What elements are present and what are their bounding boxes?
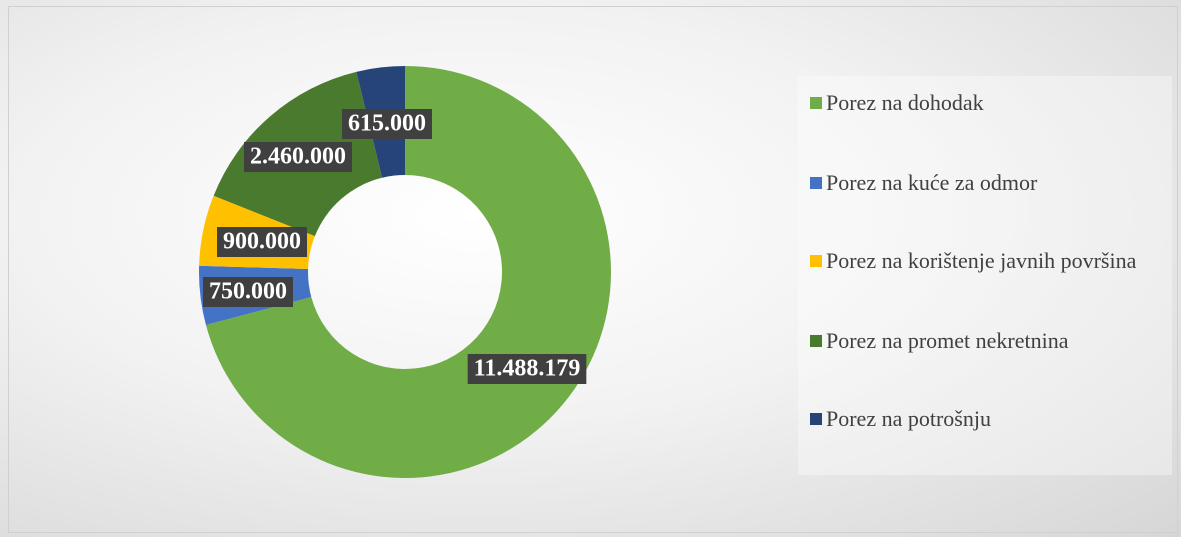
frame [8, 6, 1178, 533]
data-label-box [217, 227, 307, 257]
legend-label: Porez na potrošnju [826, 406, 991, 431]
data-label-box [244, 142, 352, 172]
legend-label: Porez na korištenje javnih površina [826, 248, 1137, 273]
legend-item: Porez na korištenje javnih površina [810, 246, 1166, 275]
legend-item: Porez na kuće za odmor [810, 168, 1166, 197]
legend-item: Porez na potrošnju [810, 404, 1166, 433]
legend-swatch [810, 97, 822, 109]
legend-swatch [810, 255, 822, 267]
data-label-box [203, 277, 293, 307]
data-label: 11.488.179 [474, 356, 581, 382]
legend: Porez na dohodak Porez na kuće za odmor Po… [798, 76, 1172, 475]
data-label: 750.000 [209, 279, 287, 305]
legend-swatch [810, 335, 822, 347]
data-label: 2.460.000 [250, 144, 346, 170]
data-label: 900.000 [223, 229, 301, 255]
legend-label: Porez na promet nekretnina [826, 328, 1069, 353]
legend-swatch [810, 413, 822, 425]
legend-swatch [810, 177, 822, 189]
legend-label: Porez na kuće za odmor [826, 170, 1038, 195]
data-label: 615.000 [348, 111, 426, 137]
legend-label: Porez na dohodak [826, 90, 984, 115]
legend-item: Porez na dohodak [810, 88, 1166, 117]
data-label-box [342, 109, 432, 139]
legend-item: Porez na promet nekretnina [810, 326, 1166, 355]
data-label-box [467, 354, 587, 384]
